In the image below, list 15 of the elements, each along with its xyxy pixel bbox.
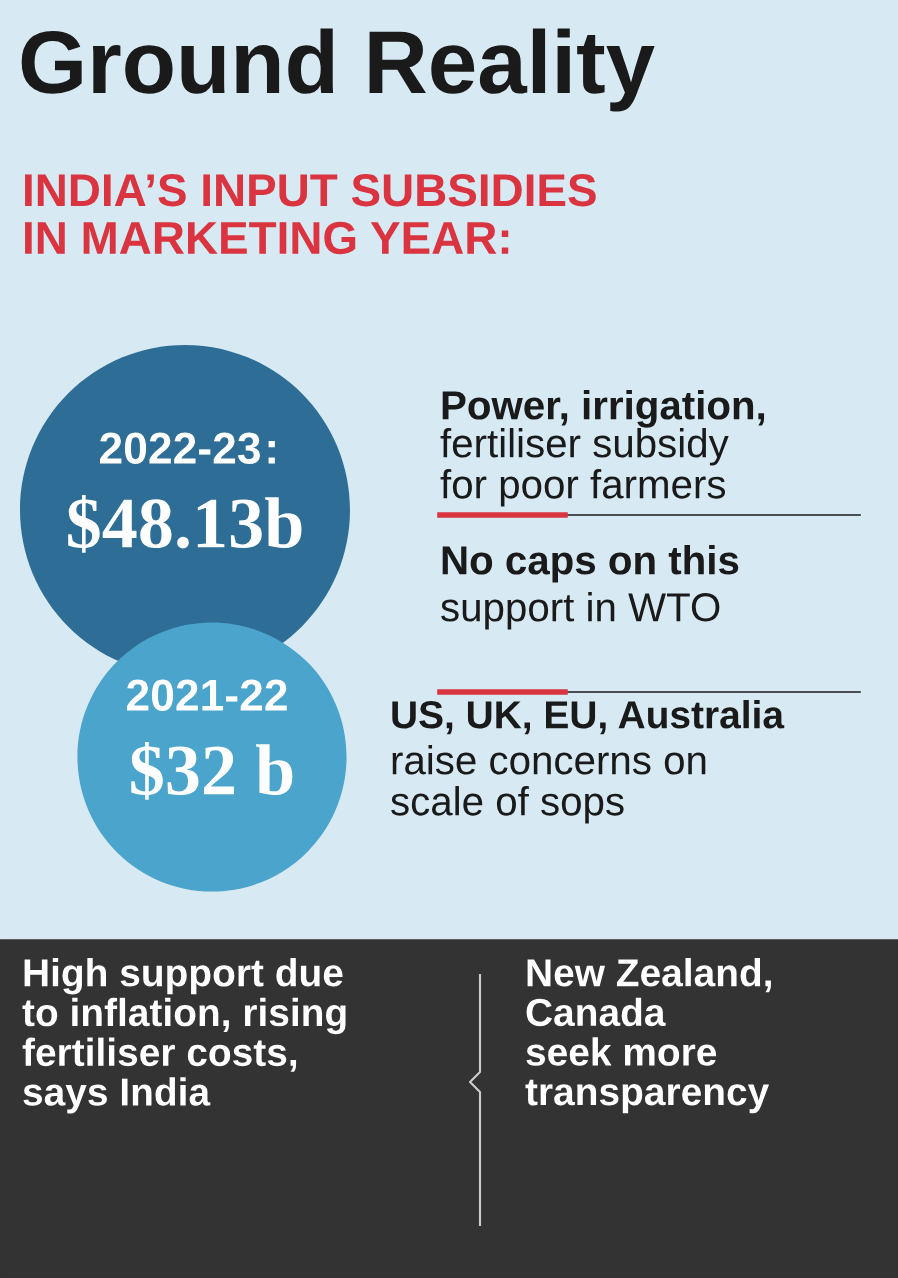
text: fertiliser subsidy for poor farmers [440,428,729,507]
text: Ground Reality [21,28,655,112]
text: support in WTO [441,592,720,630]
data-label: $48.13b [68,495,302,553]
text: US, UK, EU, Australia [392,700,785,735]
text: INDIA’S INPUT SUBSIDIES IN MARKETING YEAR: [25,173,596,255]
text: : [268,441,275,464]
category-label: 2022-23 [100,432,260,464]
category-label: 2021-22 [127,679,287,711]
text: New Zealand, Canada seek more transparency [525,958,771,1114]
data-label: $32 b [131,742,293,800]
text: raise concerns on scale of sops [391,745,706,824]
text: Power, irrigation, [442,390,765,428]
text: High support due to inflation, rising fertiliser costs, says India [22,958,346,1114]
text: No caps on this [442,545,739,583]
